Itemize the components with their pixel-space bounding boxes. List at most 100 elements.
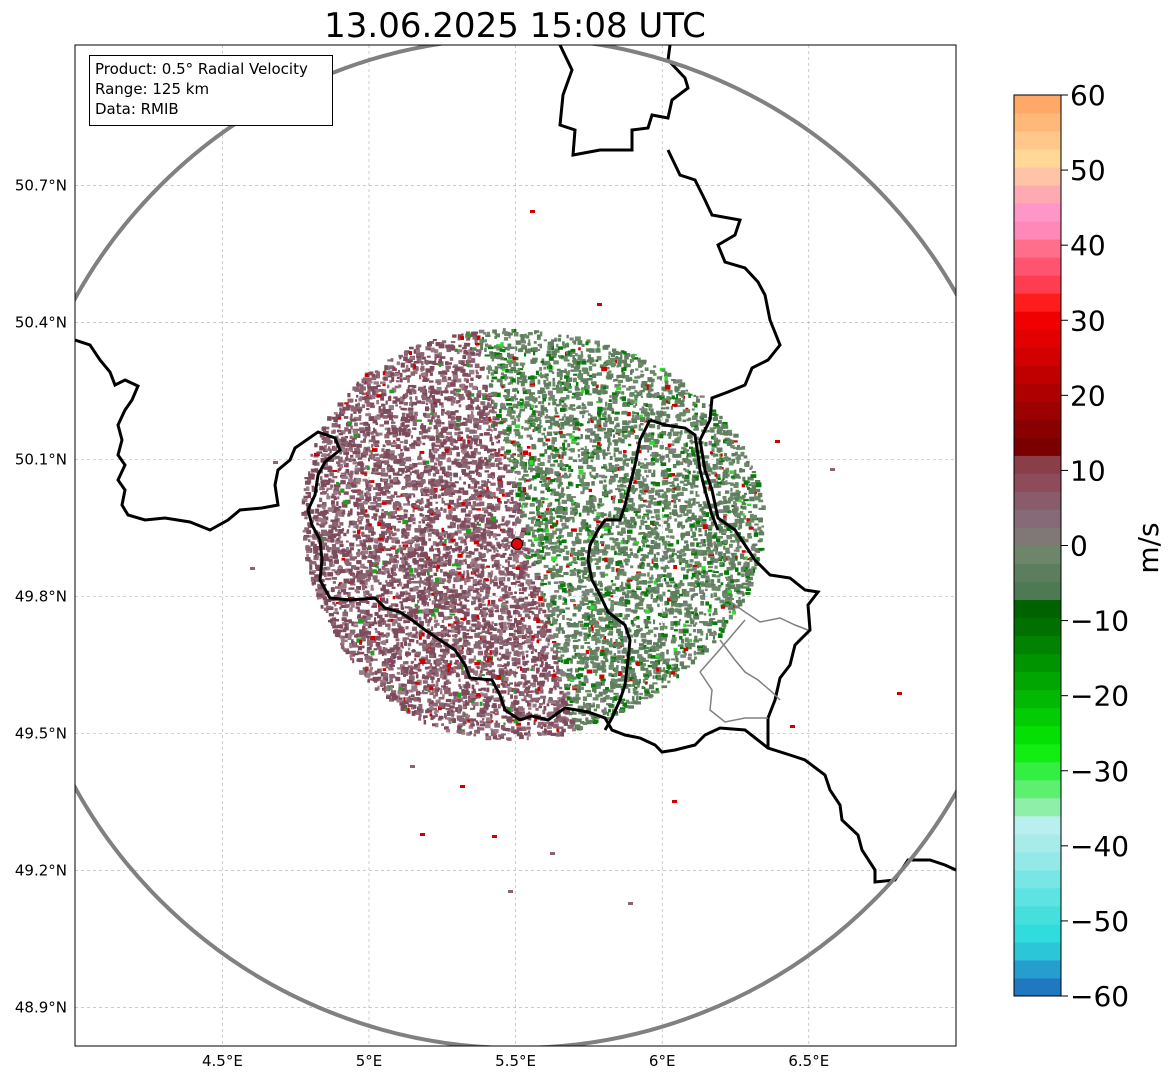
echo-pixel: [556, 343, 559, 348]
echo-pixel: [653, 580, 658, 585]
echo-pixel: [556, 475, 563, 479]
echo-pixel: [722, 509, 729, 513]
echo-pixel: [687, 603, 692, 608]
echo-pixel: [432, 541, 437, 546]
echo-pixel: [609, 421, 614, 425]
echo-pixel: [491, 558, 494, 562]
echo-pixel: [457, 631, 461, 635]
echo-pixel: [508, 369, 514, 374]
echo-pixel: [476, 721, 479, 726]
echo-pixel: [531, 635, 535, 639]
echo-pixel: [317, 512, 324, 516]
echo-pixel: [494, 452, 500, 457]
echo-pixel: [409, 346, 414, 350]
echo-pixel: [440, 648, 444, 653]
echo-pixel: [387, 666, 390, 669]
echo-pixel: [486, 565, 490, 568]
echo-pixel: [655, 674, 662, 678]
echo-pixel: [326, 487, 333, 490]
echo-pixel: [399, 372, 403, 378]
echo-pixel: [521, 634, 527, 640]
echo-pixel: [342, 611, 349, 617]
echo-pixel: [476, 591, 480, 595]
echo-pixel: [728, 563, 733, 566]
echo-pixel: [601, 680, 605, 686]
echo-pixel: [567, 468, 570, 473]
echo-pixel: [737, 561, 742, 566]
echo-pixel: [684, 392, 690, 395]
echo-pixel: [479, 414, 484, 419]
echo-pixel: [676, 554, 683, 559]
echo-pixel: [708, 604, 712, 609]
echo-pixel: [516, 722, 521, 726]
echo-pixel: [427, 471, 431, 476]
echo-pixel: [572, 459, 578, 463]
echo-pixel: [593, 448, 599, 453]
echo-pixel: [522, 542, 526, 547]
echo-pixel: [464, 578, 467, 583]
echo-pixel: [453, 459, 460, 462]
echo-pixel: [511, 420, 516, 426]
echo-pixel: [632, 691, 638, 694]
echo-pixel: [602, 689, 608, 694]
echo-pixel: [633, 617, 637, 621]
echo-pixel: [668, 610, 674, 615]
echo-pixel: [578, 620, 584, 624]
echo-pixel: [620, 354, 623, 359]
echo-pixel: [512, 534, 516, 539]
echo-pixel: [323, 464, 328, 467]
echo-pixel: [529, 380, 534, 384]
echo-pixel: [469, 397, 473, 400]
echo-pixel: [421, 690, 425, 693]
echo-pixel: [559, 356, 562, 359]
echo-pixel: [478, 517, 485, 522]
echo-pixel: [432, 398, 436, 403]
echo-pixel: [656, 677, 662, 681]
echo-pixel: [421, 600, 427, 605]
echo-pixel: [438, 371, 444, 375]
echo-pixel: [704, 588, 708, 592]
echo-pixel: [703, 455, 710, 459]
echo-pixel: [486, 367, 489, 370]
echo-pixel: [317, 483, 321, 486]
echo-pixel: [367, 446, 371, 451]
echo-pixel: [360, 563, 365, 567]
echo-pixel: [510, 582, 517, 585]
echo-pixel: [381, 565, 386, 571]
echo-pixel: [564, 375, 570, 379]
echo-pixel: [451, 563, 456, 567]
echo-pixel: [612, 439, 618, 442]
echo-pixel: [582, 576, 586, 580]
echo-pixel: [661, 679, 664, 683]
echo-pixel: [417, 711, 421, 715]
echo-pixel: [317, 594, 322, 598]
echo-pixel: [617, 671, 623, 676]
echo-pixel: [475, 463, 479, 469]
echo-pixel: [466, 620, 470, 625]
echo-pixel: [348, 439, 354, 443]
echo-pixel: [499, 629, 506, 633]
echo-pixel: [628, 354, 631, 357]
echo-pixel: [537, 334, 541, 338]
echo-pixel: [312, 570, 316, 573]
echo-pixel: [609, 537, 615, 541]
echo-pixel: [573, 373, 578, 376]
echo-pixel: [616, 507, 620, 511]
echo-pixel: [476, 393, 481, 398]
echo-pixel: [615, 525, 620, 529]
echo-pixel: [662, 622, 665, 628]
echo-pixel: [673, 486, 680, 491]
echo-pixel: [333, 630, 337, 634]
echo-pixel: [552, 559, 555, 563]
echo-pixel: [435, 699, 441, 704]
echo-pixel: [488, 383, 494, 388]
echo-pixel: [533, 617, 539, 621]
echo-pixel: [309, 570, 312, 575]
echo-pixel: [463, 385, 469, 389]
echo-pixel: [433, 581, 440, 587]
echo-pixel: [533, 516, 536, 521]
echo-pixel: [583, 704, 589, 709]
echo-pixel: [685, 560, 689, 565]
echo-pixel: [531, 553, 537, 557]
